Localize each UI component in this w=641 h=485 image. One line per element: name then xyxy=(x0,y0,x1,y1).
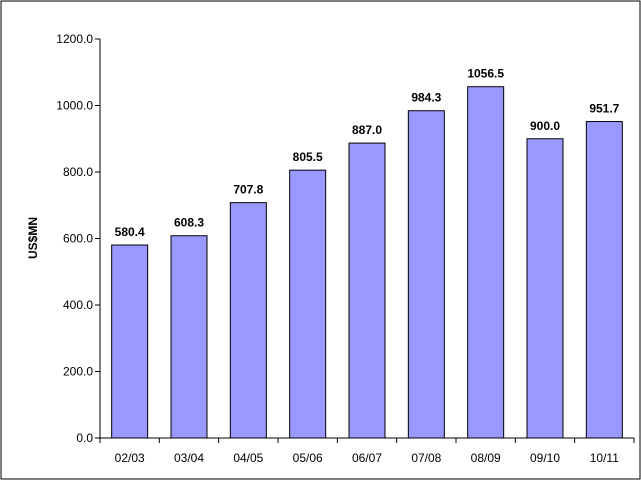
y-tick-label: 800.0 xyxy=(63,165,93,179)
x-tick-label: 04/05 xyxy=(233,451,263,465)
bar-03-04 xyxy=(170,235,208,439)
x-tick-label: 10/11 xyxy=(590,451,619,465)
x-tick-label: 08/09 xyxy=(471,451,501,465)
y-tick-label: 1000.0 xyxy=(56,99,93,113)
bar-04-05 xyxy=(229,202,267,439)
x-tick-label: 06/07 xyxy=(352,451,382,465)
data-label: 608.3 xyxy=(174,216,204,230)
bars xyxy=(111,86,623,439)
bar-08-09 xyxy=(467,86,505,439)
y-axis: 0.0 200.0 400.0 600.0 800.0 1000.0 1200.0 xyxy=(56,32,101,445)
data-label: 580.4 xyxy=(115,225,145,239)
x-tick-label: 03/04 xyxy=(174,451,204,465)
x-tick-label: 02/03 xyxy=(115,451,145,465)
bar-10-11 xyxy=(585,121,623,439)
y-axis-title: US$MN xyxy=(26,217,40,259)
y-tick-label: 200.0 xyxy=(63,365,93,379)
data-label: 951.7 xyxy=(589,102,619,116)
bar-07-08 xyxy=(407,110,445,439)
x-tick-label: 07/08 xyxy=(411,451,441,465)
bar-02-03 xyxy=(111,244,149,439)
data-labels: 580.4 608.3 707.8 805.5 887.0 984.3 1056.5 900.… xyxy=(115,67,620,239)
bar-05-06 xyxy=(289,169,327,439)
data-label: 887.0 xyxy=(352,123,382,137)
data-label: 984.3 xyxy=(411,91,441,105)
data-label: 805.5 xyxy=(293,150,323,164)
bar-09-10 xyxy=(526,138,564,439)
data-label: 707.8 xyxy=(233,183,263,197)
bar-06-07 xyxy=(348,142,386,439)
data-label: 900.0 xyxy=(530,119,560,133)
y-tick-label: 1200.0 xyxy=(56,32,93,46)
x-tick-label: 09/10 xyxy=(530,451,560,465)
x-tick-label: 05/06 xyxy=(293,451,323,465)
data-label: 1056.5 xyxy=(467,67,504,81)
y-tick-label: 400.0 xyxy=(63,298,93,312)
y-tick-label: 600.0 xyxy=(63,232,93,246)
y-tick-label: 0.0 xyxy=(76,431,93,445)
